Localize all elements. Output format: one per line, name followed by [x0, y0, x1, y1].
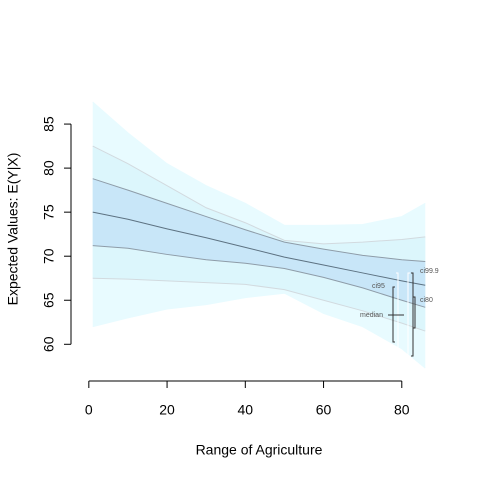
legend-label: median	[360, 312, 383, 319]
x-tick-label: 80	[394, 402, 410, 418]
x-axis-label: Range of Agriculture	[196, 442, 323, 458]
y-tick-label: 85	[41, 116, 57, 132]
ci-line	[92, 145, 426, 245]
x-tick-label: 40	[238, 402, 254, 418]
y-tick-label: 65	[41, 292, 57, 308]
legend: ci99.9 ci95 ci80 median	[360, 268, 439, 357]
ci-line	[92, 245, 426, 308]
x-tick-label: 20	[159, 402, 175, 418]
bracket-ci80	[413, 296, 416, 329]
y-tick-label: 60	[41, 336, 57, 352]
median-line	[92, 211, 426, 286]
bracket-ci99-9-edge	[411, 272, 414, 357]
y-tick-label: 75	[41, 204, 57, 220]
plot-area	[92, 101, 426, 369]
y-tick-label: 70	[41, 248, 57, 264]
legend-label: ci99.9	[420, 268, 439, 275]
ci-line	[92, 101, 426, 226]
x-tick-label: 0	[85, 402, 93, 418]
y-tick-label: 80	[41, 160, 57, 176]
legend-label: ci80	[420, 297, 433, 304]
x-tick-label: 60	[316, 402, 332, 418]
ci-line	[92, 292, 426, 369]
ci-line	[92, 178, 426, 262]
legend-label: ci95	[372, 283, 385, 290]
ci-band	[92, 178, 426, 308]
ci-line	[92, 277, 426, 332]
y-axis-label: Expected Values: E(Y|X)	[5, 153, 21, 306]
